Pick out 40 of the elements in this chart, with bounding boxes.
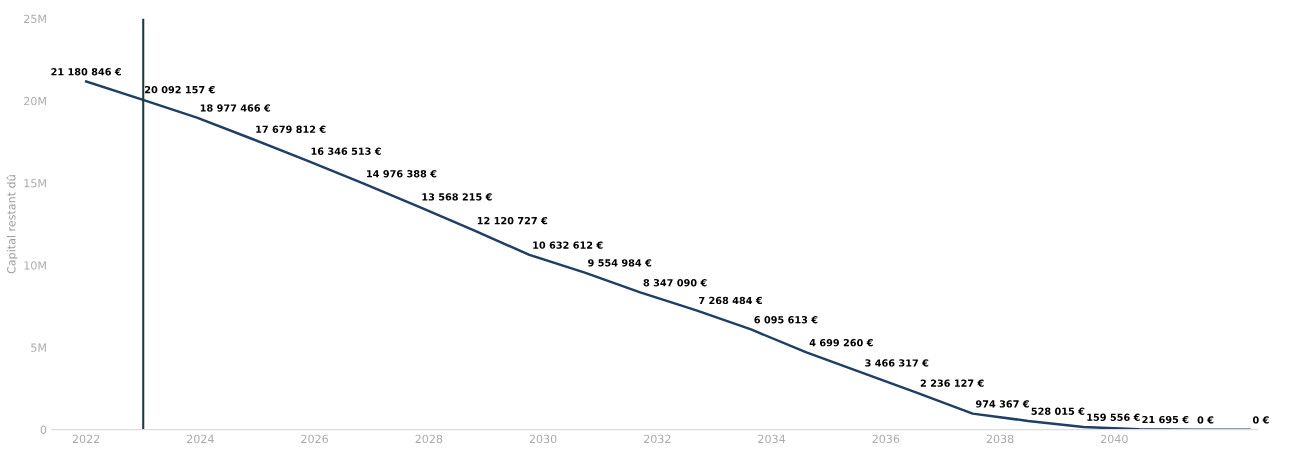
x-tick-label: 2040: [1100, 434, 1128, 444]
x-tick-label: 2036: [872, 434, 900, 444]
y-axis-title: Capital restant dû: [6, 175, 18, 274]
y-tick-label: 5M: [31, 343, 46, 352]
data-label: 17 679 812 €: [256, 125, 326, 133]
data-label: 6 095 613 €: [754, 316, 818, 324]
y-tick-label: 20M: [24, 96, 46, 106]
x-tick-label: 2026: [301, 434, 329, 444]
y-tick-label: 25M: [24, 14, 46, 24]
data-label: 21 180 846 €: [51, 68, 121, 76]
data-label: 10 632 612 €: [533, 241, 603, 249]
y-tick-label: 10M: [24, 261, 46, 270]
data-label: 14 976 388 €: [367, 170, 437, 178]
x-tick-label: 2032: [644, 434, 671, 444]
data-label: 9 554 984 €: [588, 259, 652, 267]
y-tick-label: 15M: [24, 179, 46, 188]
data-label: 0 €: [1252, 416, 1269, 424]
line-series: [84, 80, 1251, 430]
x-tick-label: 2034: [758, 434, 786, 444]
data-label: 18 977 466 €: [200, 104, 271, 112]
x-tick-label: 2022: [72, 434, 100, 444]
data-label: 16 346 513 €: [311, 147, 381, 155]
data-label: 12 120 727 €: [477, 216, 548, 225]
x-tick-label: 2028: [415, 434, 443, 444]
data-label: 528 015 €: [1031, 407, 1085, 415]
data-label: 2 236 127 €: [920, 379, 984, 387]
x-tick-label: 2024: [187, 434, 214, 444]
data-label: 4 699 260 €: [809, 338, 873, 347]
data-label: 3 466 317 €: [865, 359, 929, 367]
data-label: 0 €: [1197, 416, 1214, 424]
data-label: 21 695 €: [1142, 415, 1189, 424]
data-label: 20 092 157 €: [145, 85, 215, 94]
x-tick-label: 2030: [529, 434, 557, 444]
data-label: 7 268 484 €: [699, 296, 763, 305]
data-label: 13 568 215 €: [422, 193, 492, 201]
x-tick-label: 2038: [986, 434, 1014, 444]
data-label: 8 347 090 €: [643, 279, 707, 287]
data-label: 974 367 €: [975, 400, 1029, 408]
y-tick-label: 0: [40, 425, 47, 435]
data-label: 159 556 €: [1087, 413, 1140, 421]
